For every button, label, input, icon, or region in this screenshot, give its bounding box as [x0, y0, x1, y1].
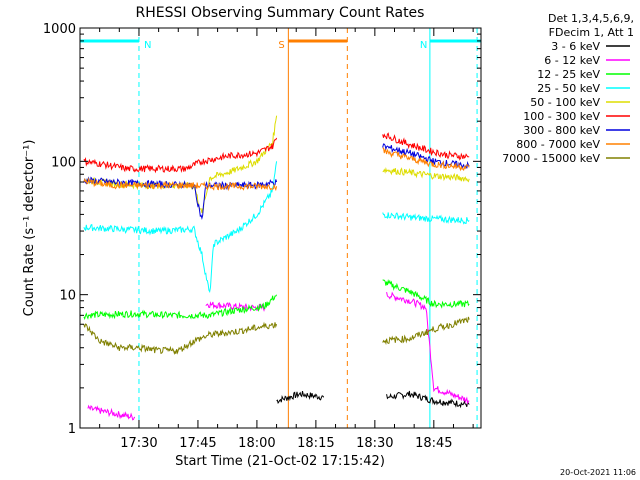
series-6 [83, 143, 470, 221]
series-4-segment-0 [83, 115, 278, 214]
series-3-segment-1 [382, 212, 470, 225]
y-tick-label-3: 1000 [43, 22, 76, 37]
x-tick-label-3: 18:15 [297, 436, 334, 451]
legend-header-line-1: Det 1,3,4,5,6,9, [548, 12, 634, 25]
y-tick-label-1: 10 [59, 289, 76, 304]
series-5-segment-1 [382, 132, 470, 161]
series-6-segment-1 [382, 143, 470, 170]
x-tick-label-0: 17:30 [120, 436, 157, 451]
y-axis-label: Count Rate (s⁻¹ detector⁻¹) [22, 140, 37, 317]
series-3 [83, 161, 470, 294]
series-0 [276, 390, 470, 409]
series-2-segment-0 [83, 294, 278, 321]
series-0-segment-0 [276, 390, 325, 405]
series-2-segment-1 [382, 279, 470, 309]
series-8-segment-1 [382, 316, 470, 346]
x-tick-label-5: 18:45 [415, 436, 452, 451]
x-tick-label-4: 18:30 [356, 436, 393, 451]
annotation-label-3: S [278, 40, 284, 51]
legend-label-0: 3 - 6 keV [551, 40, 600, 53]
legend-label-6: 300 - 800 keV [523, 124, 600, 137]
series-7-segment-0 [83, 177, 278, 192]
axes-layer: 1 10 100 1000 17:30 17:45 18:00 18:15 18:30 18:45 [43, 22, 481, 451]
series-1-segment-2 [386, 291, 470, 405]
legend-label-3: 25 - 50 keV [537, 82, 600, 95]
legend-label-2: 12 - 25 keV [537, 68, 600, 81]
y-tick-label-2: 100 [51, 155, 76, 170]
series-1-segment-1 [205, 301, 266, 312]
legend-header-line-2: FDecim 1, Att 1 [549, 26, 634, 39]
legend-label-5: 100 - 300 keV [523, 110, 600, 123]
series-7-segment-1 [382, 147, 470, 172]
series-5 [83, 132, 470, 174]
x-tick-label-2: 18:00 [238, 436, 275, 451]
x-axis-label: Start Time (21-Oct-02 17:15:42) [175, 454, 385, 469]
series-7 [83, 147, 470, 192]
legend-label-1: 6 - 12 keV [544, 54, 600, 67]
x-tick-label-1: 17:45 [179, 436, 216, 451]
y-tick-label-0: 1 [68, 422, 76, 437]
series-8 [83, 316, 470, 356]
series-layer [83, 115, 470, 421]
series-1-segment-0 [87, 404, 135, 421]
legend: Det 1,3,4,5,6,9, FDecim 1, Att 1 3 - 6 k… [502, 12, 634, 165]
legend-label-8: 7000 - 15000 keV [502, 152, 600, 165]
series-1 [87, 291, 470, 421]
series-3-segment-0 [83, 161, 278, 294]
annotation-label-0: N [144, 40, 151, 51]
legend-label-4: 50 - 100 keV [530, 96, 600, 109]
series-5-segment-0 [83, 137, 278, 174]
chart-title: RHESSI Observing Summary Count Rates [136, 5, 425, 21]
plot-frame [79, 27, 482, 429]
annotation-label-1: N [420, 40, 427, 51]
annotation-layer: N NS [80, 28, 481, 428]
series-4-segment-1 [382, 166, 470, 183]
series-2 [83, 279, 470, 321]
series-0-segment-1 [386, 390, 470, 409]
footer-timestamp: 20-Oct-2021 11:06 [560, 468, 636, 477]
legend-label-7: 800 - 7000 keV [516, 138, 600, 151]
series-8-segment-0 [83, 321, 278, 356]
